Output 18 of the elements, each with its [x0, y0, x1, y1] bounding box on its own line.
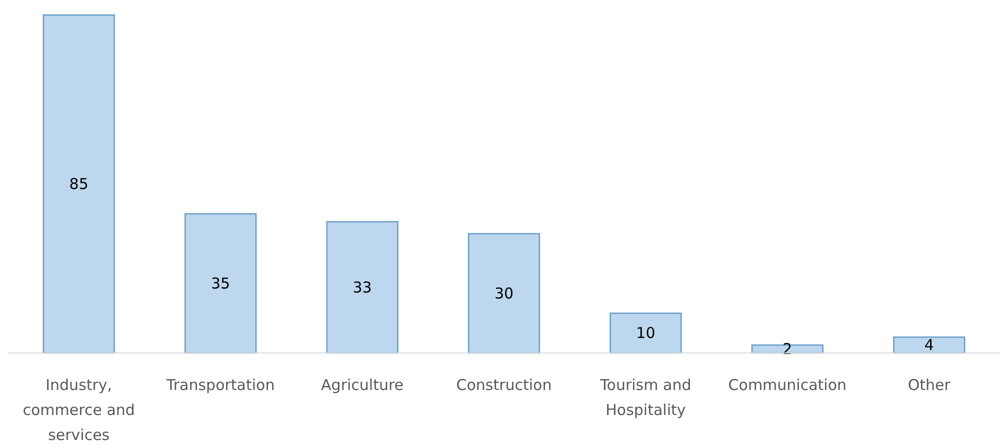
x-tick-label: Construction [456, 376, 552, 394]
x-tick-label: Transportation [165, 376, 275, 394]
data-label: 4 [924, 336, 934, 354]
bar [184, 213, 257, 354]
x-tick-label: Agriculture [321, 376, 404, 394]
data-label: 33 [352, 278, 372, 296]
x-tick-label: Industry, commerce and services [22, 376, 135, 444]
bar [42, 14, 115, 354]
data-label: 30 [494, 284, 514, 302]
data-label: 35 [211, 274, 230, 292]
bar [326, 221, 398, 354]
bar [468, 233, 540, 354]
x-tick-label: Tourism and Hospitality [599, 376, 692, 419]
bar [610, 312, 682, 354]
data-label: 10 [636, 324, 656, 342]
data-label: 85 [69, 175, 88, 193]
x-tick-label: Other [908, 376, 952, 394]
x-tick-label: Communication [728, 376, 847, 394]
